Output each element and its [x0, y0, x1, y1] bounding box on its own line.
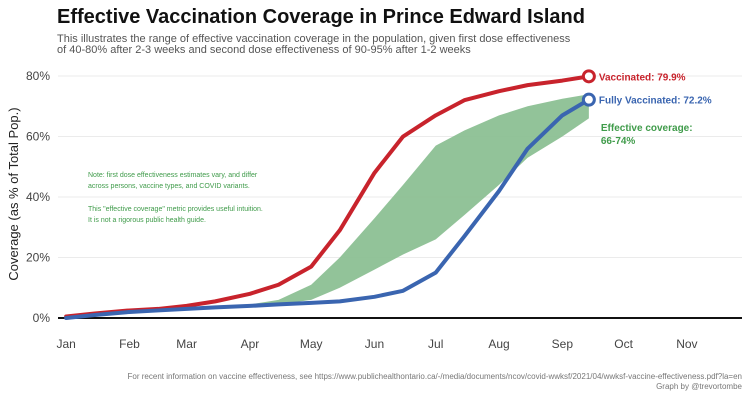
y-tick-label: 80% [26, 69, 50, 83]
y-tick-label: 40% [26, 190, 50, 204]
x-tick-label: Jan [56, 337, 75, 351]
note-annotation: across persons, vaccine types, and COVID… [88, 183, 250, 190]
x-tick-label: Nov [676, 337, 697, 351]
fully-vaccinated-end-marker [581, 92, 596, 107]
fully-vaccinated-end-label: Fully Vaccinated: 72.2% [599, 96, 712, 107]
effective-coverage-band [249, 94, 589, 308]
x-tick-label: Oct [614, 337, 633, 351]
caption-source: For recent information on vaccine effect… [127, 372, 742, 381]
effective-coverage-label: 66-74% [601, 136, 636, 147]
y-tick-label: 0% [33, 311, 51, 325]
y-tick-label: 20% [26, 251, 50, 265]
x-tick-label: Jul [428, 337, 443, 351]
y-axis-label: Coverage (as % of Total Pop.) [6, 107, 21, 280]
x-tick-label: May [300, 337, 323, 351]
subtitle-line: of 40-80% after 2-3 weeks and second dos… [57, 44, 471, 56]
vaccinated-end-label: Vaccinated: 79.9% [599, 72, 686, 83]
note-annotation: This "effective coverage" metric provide… [88, 206, 263, 213]
x-tick-label: Sep [552, 337, 574, 351]
subtitle-line: This illustrates the range of effective … [57, 33, 571, 45]
x-tick-label: Apr [241, 337, 260, 351]
chart-subtitle: This illustrates the range of effective … [57, 34, 617, 56]
note-annotation: Note: first dose effectiveness estimates… [88, 172, 258, 179]
chart-title: Effective Vaccination Coverage in Prince… [57, 6, 585, 28]
vaccinated-end-marker [581, 69, 596, 84]
fully-vaccinated-line [64, 97, 591, 320]
y-tick-label: 60% [26, 130, 50, 144]
chart-caption: For recent information on vaccine effect… [128, 372, 742, 392]
x-tick-label: Feb [119, 337, 140, 351]
x-tick-label: Mar [176, 337, 197, 351]
x-tick-label: Aug [488, 337, 509, 351]
effective-coverage-label: Effective coverage: [601, 123, 693, 134]
x-tick-label: Jun [365, 337, 384, 351]
note-annotation: It is not a rigorous public health guide… [88, 217, 206, 224]
caption-credit: Graph by @trevortombe [656, 382, 742, 391]
